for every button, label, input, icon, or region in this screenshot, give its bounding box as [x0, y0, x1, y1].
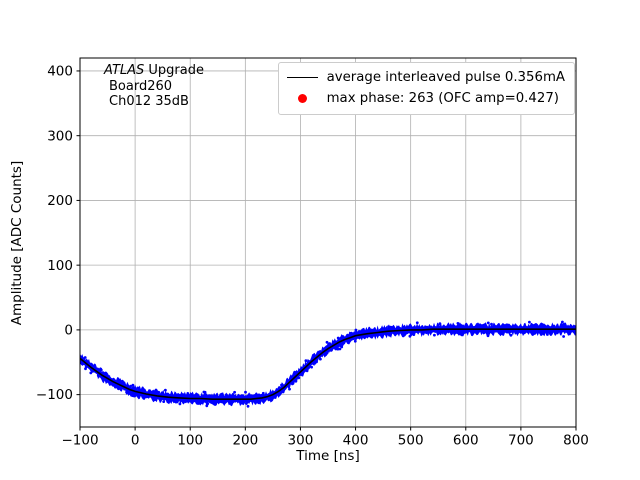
legend-entry-average: average interleaved pulse 0.356mA	[286, 67, 565, 88]
svg-text:400: 400	[343, 433, 369, 449]
y-axis-label: Amplitude [ADC Counts]	[9, 160, 26, 325]
svg-text:600: 600	[453, 433, 479, 449]
annotation-line-3: Ch012 35dB	[109, 94, 189, 109]
legend-label-average: average interleaved pulse 0.356mA	[326, 70, 565, 85]
svg-text:100: 100	[177, 433, 203, 449]
annotation-atlas: ATLAS	[104, 63, 145, 78]
svg-text:−100: −100	[36, 387, 73, 403]
legend: average interleaved pulse 0.356mA max ph…	[277, 62, 575, 115]
svg-text:0: 0	[64, 322, 73, 338]
legend-label-maxphase: max phase: 263 (OFC amp=0.427)	[326, 91, 559, 106]
axis-ticks-and-labels: −100 0 100 200 300 400 500 600 700 800 −100 0 100 200…	[36, 64, 589, 449]
legend-swatch-line	[286, 77, 318, 78]
legend-line-sample	[286, 77, 318, 78]
svg-text:100: 100	[47, 258, 73, 274]
y-axis-label-box: Amplitude [ADC Counts]	[2, 58, 32, 427]
plot-annotation: ATLAS Upgrade Board260 Ch012 35dB	[104, 63, 204, 110]
svg-text:200: 200	[47, 193, 73, 209]
annotation-line-1: ATLAS Upgrade	[104, 63, 204, 79]
svg-text:200: 200	[232, 433, 258, 449]
x-axis-label: Time [ns]	[296, 448, 360, 464]
svg-text:300: 300	[47, 128, 73, 144]
svg-text:700: 700	[508, 433, 534, 449]
svg-text:0: 0	[131, 433, 140, 449]
svg-text:−100: −100	[61, 433, 98, 449]
average-pulse-line	[80, 328, 576, 400]
legend-swatch-dot	[287, 94, 318, 103]
svg-text:400: 400	[47, 64, 73, 80]
annotation-line-2: Board260	[109, 78, 173, 94]
svg-text:500: 500	[398, 433, 424, 449]
svg-text:300: 300	[288, 433, 314, 449]
svg-text:800: 800	[563, 433, 589, 449]
annotation-upgrade: Upgrade	[144, 63, 204, 78]
legend-dot-sample	[297, 94, 307, 103]
legend-entry-maxphase: max phase: 263 (OFC amp=0.427)	[287, 88, 565, 109]
axes-frame	[79, 57, 577, 428]
